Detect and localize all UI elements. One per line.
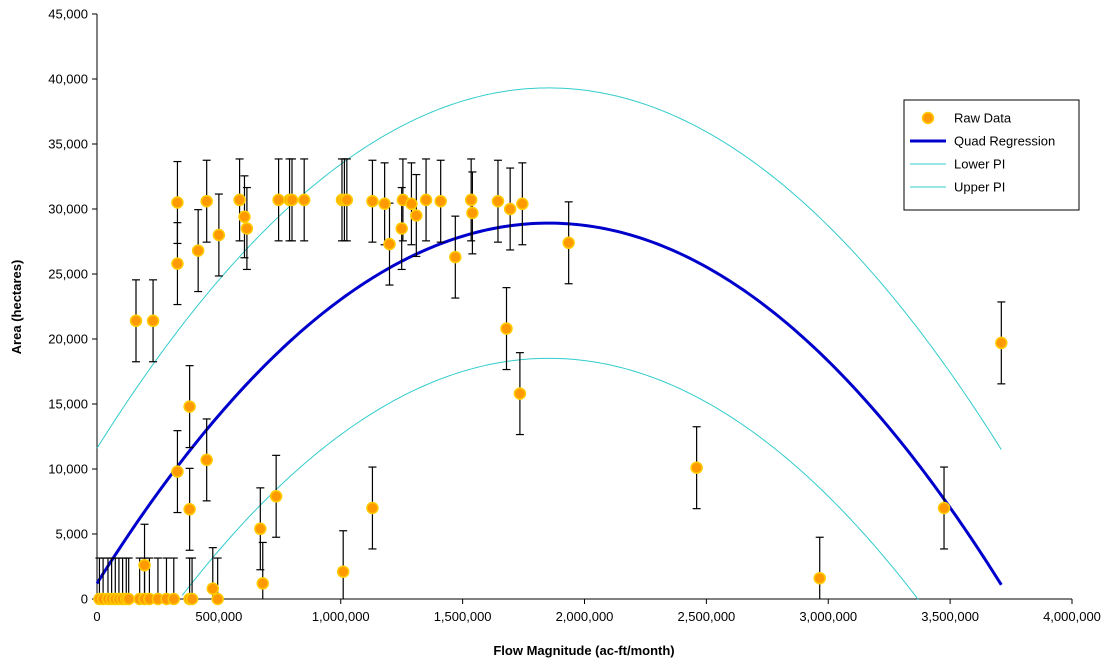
data-point <box>256 577 269 590</box>
data-point <box>449 250 462 264</box>
y-tick-label: 5,000 <box>55 527 88 542</box>
data-point <box>269 490 283 503</box>
data-points <box>93 193 1008 606</box>
data-point <box>516 197 529 211</box>
data-point <box>238 210 251 224</box>
x-tick-label: 0 <box>93 609 100 624</box>
curves <box>95 87 1003 601</box>
y-tick-label: 0 <box>81 592 88 607</box>
lower-pi-curve <box>181 357 919 601</box>
x-tick-label: 1,500,000 <box>434 609 492 624</box>
y-ticks: 0 5,000 10,000 15,000 20,000 25,000 30,000 35,0… <box>48 7 97 607</box>
x-tick-label: 2,500,000 <box>677 609 735 624</box>
data-point <box>200 194 213 208</box>
y-tick-label: 20,000 <box>48 332 88 347</box>
data-point <box>366 194 379 208</box>
x-tick-label: 3,500,000 <box>921 609 979 624</box>
y-axis-title: Area (hectares) <box>9 260 24 355</box>
data-point <box>366 501 379 515</box>
data-point <box>405 197 418 211</box>
data-point <box>491 194 505 208</box>
data-point <box>690 461 703 474</box>
y-tick-label: 40,000 <box>48 72 88 87</box>
data-point <box>500 322 513 335</box>
legend: Raw Data Quad Regression Lower PI Upper PI <box>903 99 1080 211</box>
data-point <box>336 565 350 578</box>
legend-label: Quad Regression <box>954 134 1055 149</box>
data-point <box>434 194 447 208</box>
upper-pi-curve <box>96 87 1002 450</box>
data-point <box>122 592 135 606</box>
y-tick-label: 30,000 <box>48 202 88 217</box>
data-point <box>129 314 143 328</box>
data-point <box>340 193 354 207</box>
legend-marker <box>921 111 935 125</box>
data-point <box>200 453 213 467</box>
x-tick-label: 2,000,000 <box>556 609 614 624</box>
data-point <box>503 202 517 216</box>
data-point <box>183 400 196 413</box>
data-point <box>395 222 408 235</box>
y-tick-label: 15,000 <box>48 397 88 412</box>
legend-label: Raw Data <box>954 111 1012 126</box>
data-point <box>167 592 181 606</box>
quad-regression-curve <box>95 221 1003 586</box>
data-point <box>937 501 951 515</box>
legend-label: Upper PI <box>954 180 1005 195</box>
data-point <box>419 193 433 207</box>
y-tick-label: 35,000 <box>48 137 88 152</box>
data-point <box>285 193 299 207</box>
data-point <box>211 592 224 606</box>
data-point <box>240 222 254 235</box>
data-point <box>378 197 391 211</box>
data-point <box>138 558 151 572</box>
x-tick-label: 500,000 <box>195 609 242 624</box>
data-point <box>146 314 160 328</box>
y-tick-label: 10,000 <box>48 462 88 477</box>
data-point <box>191 244 205 257</box>
x-ticks: 0 500,000 1,000,000 1,500,000 2,000,000 2,500… <box>93 599 1101 624</box>
data-point <box>297 193 311 207</box>
x-axis-title: Flow Magnitude (ac-ft/month) <box>493 643 674 658</box>
x-tick-label: 1,000,000 <box>312 609 370 624</box>
data-point <box>233 193 246 207</box>
data-point <box>206 582 220 595</box>
x-tick-label: 4,000,000 <box>1043 609 1101 624</box>
legend-label: Lower PI <box>954 157 1005 172</box>
y-tick-label: 25,000 <box>48 267 88 282</box>
error-bars <box>95 158 1006 599</box>
data-point <box>513 387 527 400</box>
y-tick-label: 45,000 <box>48 7 88 22</box>
data-point <box>813 571 826 585</box>
data-point <box>254 522 267 536</box>
data-point <box>562 236 575 250</box>
data-point <box>410 209 423 222</box>
data-point <box>995 336 1008 350</box>
data-point <box>171 196 184 209</box>
data-point <box>212 228 226 242</box>
data-point <box>272 193 285 207</box>
data-point <box>183 503 196 516</box>
data-point <box>466 206 479 220</box>
data-point <box>185 592 199 606</box>
x-tick-label: 3,000,000 <box>799 609 857 624</box>
data-point <box>171 257 184 270</box>
data-point <box>383 237 396 251</box>
data-point <box>464 193 478 207</box>
data-point <box>171 465 184 478</box>
